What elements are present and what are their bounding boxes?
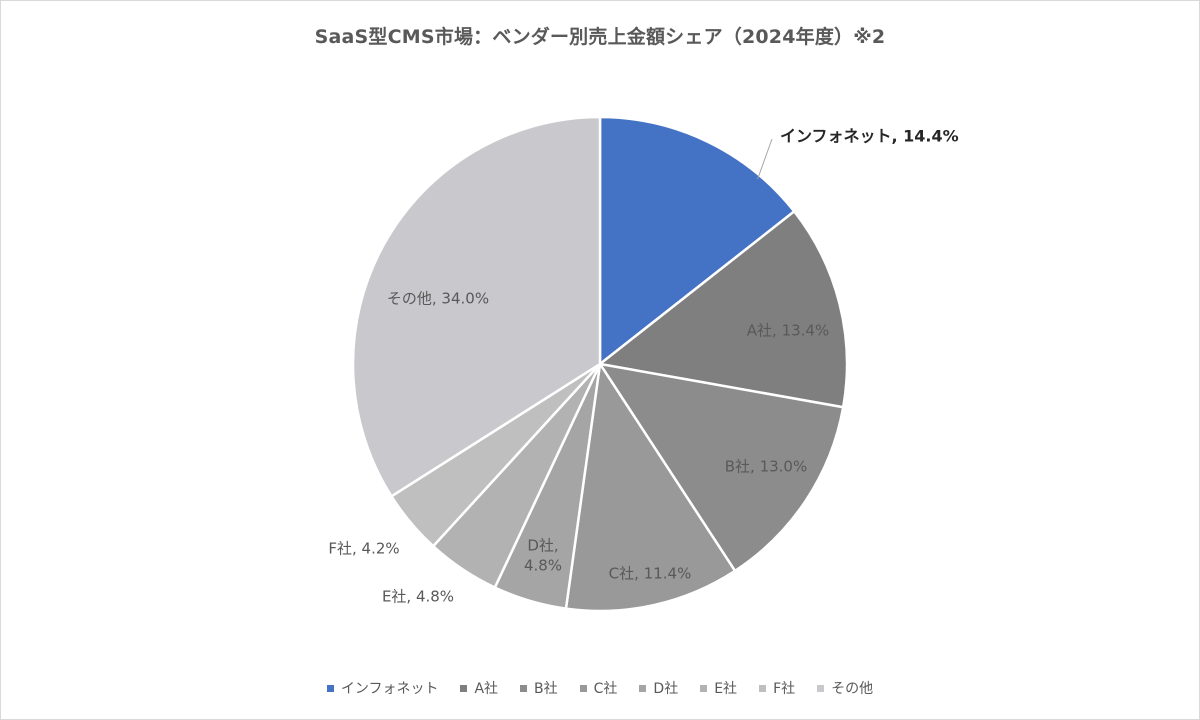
legend-item-3: B社: [520, 678, 558, 698]
legend-item-1: インフォネット: [326, 678, 439, 698]
legend-item-2: A社: [460, 678, 498, 698]
legend-swatch: [700, 684, 708, 692]
legend-swatch: [326, 684, 334, 692]
slice-label-2: A社, 13.4%: [747, 322, 829, 340]
legend-item-4: C社: [579, 678, 618, 698]
pie-slice-8: [351, 115, 602, 498]
legend-item-8: その他: [817, 678, 873, 698]
legend-swatch: [639, 684, 647, 692]
slice-label-1: インフォネット, 14.4%: [780, 127, 959, 146]
legend-label: F社: [773, 681, 796, 697]
slice-label-4: C社, 11.4%: [609, 565, 692, 583]
leader-line: [757, 138, 773, 180]
legend-label: B社: [534, 681, 558, 697]
legend-swatch: [817, 684, 825, 692]
slice-label-6: E社, 4.8%: [382, 588, 454, 606]
pie-slice-1: [598, 115, 796, 366]
legend-swatch: [759, 684, 767, 692]
legend-item-7: F社: [759, 678, 795, 698]
legend-item-6: E社: [700, 678, 737, 698]
chart-title: SaaS型CMS市場：ベンダー別売上金額シェア（2024年度）※2: [314, 26, 886, 48]
legend-label: C社: [593, 681, 618, 697]
legend-label: その他: [831, 681, 874, 697]
chart-legend: インフォネット A社 B社 C社 D社 E社 F社 その他: [0, 678, 1200, 698]
slice-label-3: B社, 13.0%: [725, 458, 807, 476]
legend-label: D社: [653, 681, 679, 697]
legend-label: E社: [714, 681, 738, 697]
pie-slice-2: [598, 210, 849, 409]
legend-item-5: D社: [639, 678, 678, 698]
legend-label: A社: [474, 681, 499, 697]
slice-label-5: D社, 4.8%: [524, 537, 562, 575]
legend-swatch: [579, 684, 587, 692]
pie-slice-4: [564, 362, 737, 613]
legend-swatch: [460, 684, 468, 692]
slice-label-8: その他, 34.0%: [387, 290, 489, 308]
legend-swatch: [520, 684, 528, 692]
slice-label-7: F社, 4.2%: [328, 540, 399, 558]
pie-slice-3: [598, 362, 845, 573]
legend-label: インフォネット: [340, 681, 439, 697]
